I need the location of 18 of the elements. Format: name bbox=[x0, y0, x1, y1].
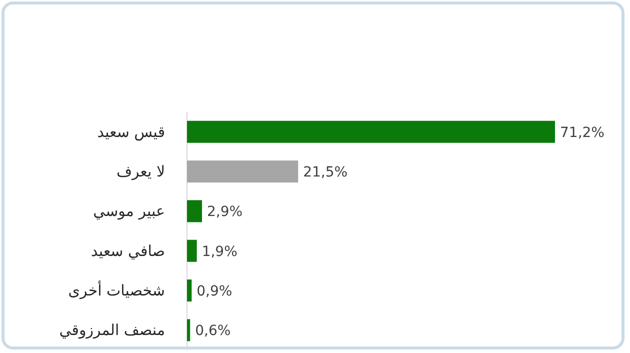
bar bbox=[187, 240, 197, 262]
bar bbox=[187, 280, 192, 302]
bar bbox=[187, 120, 555, 143]
data-label: 1,9% bbox=[202, 244, 238, 260]
data-label: 0,6% bbox=[195, 323, 231, 340]
data-label: 0,9% bbox=[196, 284, 232, 300]
data-label: 2,9% bbox=[206, 204, 243, 220]
y-tick-label: منصف المرزوقي bbox=[59, 321, 165, 340]
bar bbox=[187, 160, 298, 182]
data-label: 71,2% bbox=[560, 124, 604, 141]
y-tick-label: صافي سعيد bbox=[91, 242, 165, 260]
y-tick-label: شخصيات أخرى bbox=[68, 280, 165, 300]
y-tick-label: لا يعرف bbox=[116, 162, 165, 180]
y-tick-label: عبير موسي bbox=[93, 202, 165, 220]
data-label: 21,5% bbox=[303, 164, 348, 180]
bar bbox=[187, 200, 202, 222]
bar bbox=[187, 319, 190, 342]
y-tick-label: قيس سعيد bbox=[97, 122, 165, 141]
